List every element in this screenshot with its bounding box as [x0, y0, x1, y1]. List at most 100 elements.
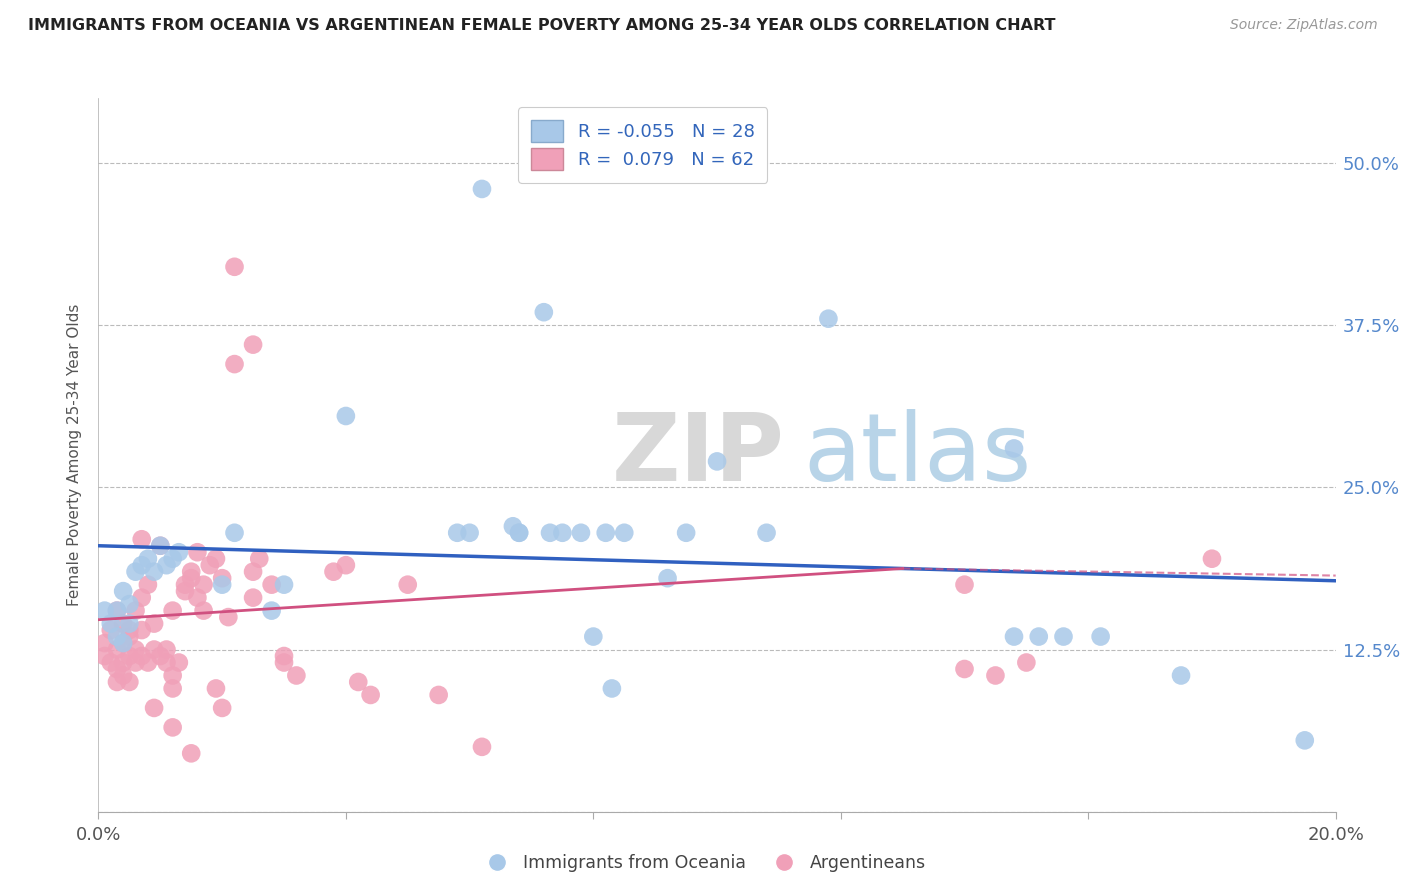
Point [162, 720, 184, 734]
Point [675, 525, 697, 540]
Point [1090, 630, 1112, 644]
Point [131, 558, 153, 573]
Point [817, 311, 839, 326]
Point [136, 551, 159, 566]
Point [124, 656, 146, 670]
Point [211, 571, 233, 585]
Point [180, 565, 202, 579]
Point [1015, 656, 1038, 670]
Point [1002, 630, 1025, 644]
Point [193, 577, 215, 591]
Point [180, 747, 202, 761]
Point [112, 636, 135, 650]
Point [186, 545, 208, 559]
Text: Source: ZipAtlas.com: Source: ZipAtlas.com [1230, 18, 1378, 32]
Point [458, 525, 481, 540]
Legend: Immigrants from Oceania, Argentineans: Immigrants from Oceania, Argentineans [472, 847, 934, 879]
Point [508, 525, 530, 540]
Point [347, 675, 370, 690]
Point [211, 577, 233, 591]
Point [953, 577, 976, 591]
Point [118, 597, 141, 611]
Point [582, 630, 605, 644]
Point [155, 558, 177, 573]
Point [471, 182, 494, 196]
Point [112, 668, 135, 682]
Point [1028, 630, 1050, 644]
Point [502, 519, 524, 533]
Point [657, 571, 679, 585]
Point [100, 616, 122, 631]
Point [224, 525, 246, 540]
Point [112, 616, 135, 631]
Point [105, 662, 128, 676]
Point [322, 565, 344, 579]
Point [131, 533, 153, 547]
Point [112, 584, 135, 599]
Point [93, 648, 115, 663]
Point [242, 565, 264, 579]
Point [162, 668, 184, 682]
Point [118, 675, 141, 690]
Point [118, 648, 141, 663]
Point [242, 337, 264, 351]
Point [205, 681, 228, 696]
Point [149, 648, 172, 663]
Point [162, 551, 184, 566]
Point [167, 545, 190, 559]
Point [93, 636, 115, 650]
Point [471, 739, 494, 754]
Point [1294, 733, 1316, 747]
Point [224, 357, 246, 371]
Point [105, 604, 128, 618]
Point [205, 551, 228, 566]
Point [538, 525, 561, 540]
Point [124, 642, 146, 657]
Point [100, 656, 122, 670]
Point [105, 630, 128, 644]
Point [273, 648, 295, 663]
Point [260, 604, 283, 618]
Point [118, 616, 141, 631]
Point [136, 656, 159, 670]
Point [131, 591, 153, 605]
Point [162, 604, 184, 618]
Point [706, 454, 728, 468]
Point [600, 681, 623, 696]
Point [260, 577, 283, 591]
Point [508, 525, 530, 540]
Point [155, 656, 177, 670]
Point [143, 565, 166, 579]
Text: ZIP: ZIP [612, 409, 785, 501]
Point [105, 604, 128, 618]
Point [1201, 551, 1223, 566]
Point [167, 656, 190, 670]
Point [193, 604, 215, 618]
Point [335, 558, 357, 573]
Point [569, 525, 592, 540]
Point [273, 656, 295, 670]
Point [595, 525, 617, 540]
Point [335, 409, 357, 423]
Point [360, 688, 382, 702]
Point [613, 525, 636, 540]
Point [118, 623, 141, 637]
Point [446, 525, 468, 540]
Point [136, 577, 159, 591]
Point [211, 701, 233, 715]
Point [551, 525, 574, 540]
Point [273, 577, 295, 591]
Point [1002, 442, 1025, 456]
Point [100, 623, 122, 637]
Point [247, 551, 270, 566]
Point [105, 642, 128, 657]
Point [105, 675, 128, 690]
Point [174, 577, 197, 591]
Point [143, 616, 166, 631]
Point [174, 584, 197, 599]
Point [149, 539, 172, 553]
Point [984, 668, 1007, 682]
Point [131, 623, 153, 637]
Point [285, 668, 308, 682]
Point [131, 648, 153, 663]
